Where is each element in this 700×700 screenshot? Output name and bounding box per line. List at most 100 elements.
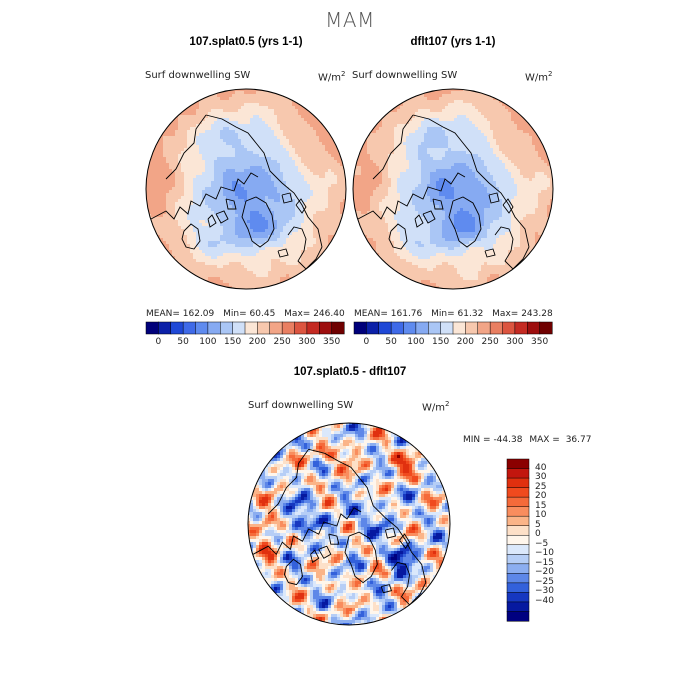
- panel1-cell: [310, 121, 314, 125]
- panel1-cell: [313, 181, 317, 185]
- panel1-cell: [286, 139, 290, 143]
- panel1-cell: [190, 211, 194, 215]
- panel1-cell: [256, 100, 260, 104]
- panel1-cell: [292, 115, 296, 119]
- panel1-cell: [235, 184, 239, 188]
- panel2-cell: [499, 160, 503, 164]
- panel2-cell: [391, 112, 395, 116]
- panel1-cell: [211, 202, 215, 206]
- coastline: [277, 248, 289, 258]
- panel1-cell: [232, 169, 236, 173]
- panel1-cell: [247, 247, 251, 251]
- panel1-cell: [208, 130, 212, 134]
- panel1-cell: [259, 256, 263, 260]
- panel1-cell: [337, 175, 341, 179]
- panel1-cell: [247, 253, 251, 257]
- panel1-cell: [283, 166, 287, 170]
- panel2-cell: [415, 109, 419, 113]
- panel1-cell: [187, 184, 191, 188]
- panel1-cell: [196, 184, 200, 188]
- panel2-cell: [406, 136, 410, 140]
- panel1-cell: [226, 235, 230, 239]
- panel1-cell: [220, 223, 224, 227]
- panel1-cell: [328, 184, 332, 188]
- panel1-cell: [322, 205, 326, 209]
- panel1-cell: [175, 118, 179, 122]
- panel1-cell: [148, 178, 152, 182]
- panel1-cell: [262, 133, 266, 137]
- panel1-cell: [163, 226, 167, 230]
- panel1-cell: [295, 115, 299, 119]
- panel1-cell: [214, 280, 218, 284]
- panel1-cell: [193, 178, 197, 182]
- panel2-cell: [475, 97, 479, 101]
- panel1-cell: [334, 190, 338, 194]
- panel1-cell: [313, 247, 317, 251]
- panel2-cell: [508, 133, 512, 137]
- panel1-cell: [169, 145, 173, 149]
- panel1-cell: [268, 124, 272, 128]
- panel1-cell: [196, 166, 200, 170]
- panel1-cell: [199, 115, 203, 119]
- panel2-cell: [532, 130, 536, 134]
- panel2-cell: [424, 130, 428, 134]
- panel1-cell: [211, 139, 215, 143]
- panel1-cell: [190, 166, 194, 170]
- panel1-cell: [319, 223, 323, 227]
- panel1-cell: [175, 232, 179, 236]
- panel1-cell: [238, 217, 242, 221]
- panel1-colorbar-tick: 100: [199, 337, 217, 347]
- panel1-cell: [169, 175, 173, 179]
- panel1-cell: [253, 169, 257, 173]
- panel1-cell: [322, 127, 326, 131]
- panel1-cell: [238, 241, 242, 245]
- panel1-cell: [202, 271, 206, 275]
- panel1-cell: [190, 250, 194, 254]
- panel1-cell: [190, 190, 194, 194]
- panel1-cell: [214, 94, 218, 98]
- panel2-cell: [418, 151, 422, 155]
- panel1-cell: [331, 214, 335, 218]
- panel2-cell: [415, 163, 419, 167]
- panel2-cell: [487, 127, 491, 131]
- panel2-cell: [406, 130, 410, 134]
- panel1-cell: [274, 157, 278, 161]
- panel1-cell: [283, 265, 287, 269]
- panel1-cell: [331, 193, 335, 197]
- panel1-cell: [325, 190, 329, 194]
- panel1-cell: [211, 130, 215, 134]
- panel1-cell: [184, 133, 188, 137]
- panel1-cell: [223, 280, 227, 284]
- panel1-cell: [277, 115, 281, 119]
- panel1-cell: [175, 190, 179, 194]
- panel1-cell: [244, 208, 248, 212]
- panel2-cell: [388, 127, 392, 131]
- panel1-cell: [250, 145, 254, 149]
- panel1-cell: [334, 178, 338, 182]
- panel1-cell: [232, 139, 236, 143]
- panel1-cell: [226, 136, 230, 140]
- panel2-cell: [439, 94, 443, 98]
- panel1-cell: [325, 154, 329, 158]
- panel1-cell: [190, 133, 194, 137]
- panel2-cell: [511, 133, 515, 137]
- panel1-cell: [283, 169, 287, 173]
- coastline: [207, 214, 217, 228]
- panel2-cell: [505, 160, 509, 164]
- panel1-cell: [259, 253, 263, 257]
- panel1-cell: [193, 235, 197, 239]
- panel1-cell: [274, 211, 278, 215]
- panel1-cell: [226, 124, 230, 128]
- panel2-cell: [415, 118, 419, 122]
- panel1-cell: [160, 160, 164, 164]
- panel1-cell: [319, 250, 323, 254]
- panel1-cell: [199, 229, 203, 233]
- panel1-cell: [256, 121, 260, 125]
- panel1-cell: [238, 97, 242, 101]
- panel2-cell: [433, 91, 437, 95]
- panel1-cell: [199, 142, 203, 146]
- panel1-cell: [238, 160, 242, 164]
- panel1-cell: [253, 271, 257, 275]
- panel1-cell: [208, 235, 212, 239]
- panel2-cell: [472, 136, 476, 140]
